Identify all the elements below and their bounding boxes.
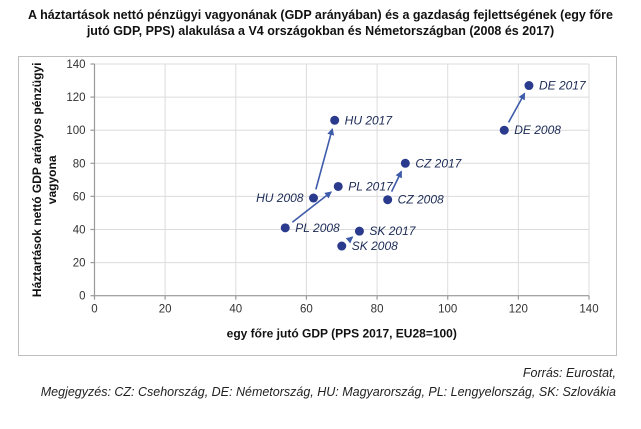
data-point [383,195,393,205]
note-text: Megjegyzés: CZ: Csehország, DE: Németors… [40,385,616,399]
y-tick-label: 80 [73,158,86,170]
x-tick-label: 40 [229,304,242,316]
y-tick-label: 60 [73,191,86,203]
data-point-label: SK 2008 [352,239,398,253]
x-tick-label: 120 [509,304,528,316]
x-tick-label: 100 [438,304,457,316]
data-point-label: PL 2017 [348,179,394,193]
source-text: Forrás: Eurostat, [522,366,616,380]
chart-area: 0 20 40 60 80 100 120 140 0 20 40 60 80 100 120 140 egy … [18,56,617,356]
y-tick-label: 0 [79,291,85,303]
y-axis-title-line1: Háztartások nettó GDP arányos pénzügyi [30,63,44,298]
data-point-label: PL 2008 [295,221,340,235]
data-point-label: CZ 2008 [398,193,444,207]
x-tick-label: 140 [579,304,598,316]
trend-arrow [291,191,332,223]
x-tick-label: 0 [91,304,97,316]
y-tick-label: 140 [66,59,85,71]
data-point-label: HU 2008 [256,191,304,205]
x-tick-label: 80 [371,304,384,316]
x-tick-label: 60 [300,304,313,316]
data-point [280,223,290,233]
trend-arrow [507,92,526,123]
data-point-label: SK 2017 [369,224,416,238]
y-tick-label: 40 [73,225,86,237]
y-tick-label: 120 [66,92,85,104]
data-point-label: DE 2008 [514,123,561,137]
y-tick-label: 100 [66,125,85,137]
y-tick-label: 20 [73,258,86,270]
data-point-label: DE 2017 [539,79,587,93]
trend-arrow [390,170,403,192]
data-point [337,241,347,251]
scatter-plot-canvas: 0 20 40 60 80 100 120 140 0 20 40 60 80 100 120 140 egy … [30,59,599,341]
data-point [400,158,410,168]
trend-arrow [315,127,335,190]
data-point [354,226,364,236]
data-point-label: HU 2017 [345,113,394,127]
y-axis-title-line2: vagyona [45,155,59,204]
trend-arrow [345,236,354,244]
x-axis-title: egy főre jutó GDP (PPS 2017, EU28=100) [227,327,457,341]
chart-title: A háztartások nettó pénzügyi vagyonának … [28,8,613,38]
data-point [499,125,509,135]
data-point [308,193,318,203]
data-point [524,81,534,91]
data-point [330,115,340,125]
data-point-label: CZ 2017 [415,156,462,170]
data-point [333,181,343,191]
x-tick-label: 20 [159,304,172,316]
